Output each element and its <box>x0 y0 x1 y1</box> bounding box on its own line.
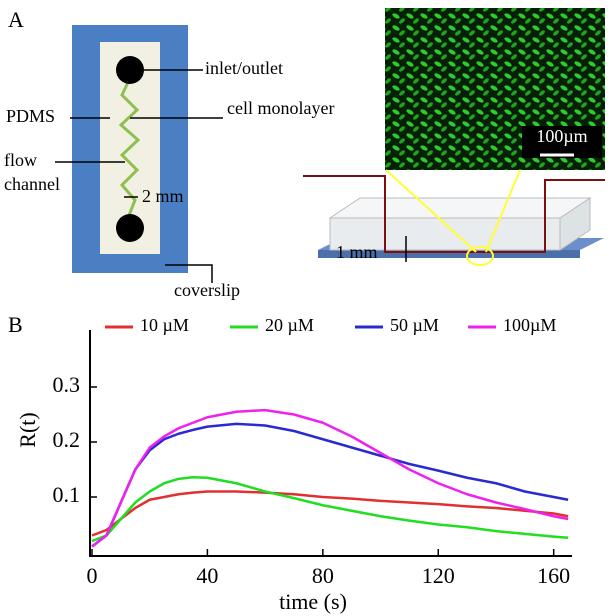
inlet <box>116 56 144 84</box>
y-tick-label: 0.2 <box>53 427 81 452</box>
label: coverslip <box>174 280 240 300</box>
label: 2 mm <box>142 186 184 206</box>
label: flow <box>4 150 37 170</box>
label: inlet/outlet <box>205 58 283 78</box>
zoom-line <box>385 169 477 253</box>
x-tick-label: 0 <box>87 563 98 588</box>
monolayer <box>118 77 141 219</box>
legend-label: 50 µM <box>390 315 439 335</box>
series-line <box>91 422 569 548</box>
series-line <box>91 408 569 548</box>
x-label: time (s) <box>279 589 347 614</box>
outlet <box>116 214 144 242</box>
y-tick-label: 0.3 <box>53 372 81 397</box>
x-tick-label: 160 <box>537 563 570 588</box>
legend-label: 100µM <box>503 315 556 335</box>
series-line <box>91 475 569 543</box>
legend-label: 20 µM <box>265 315 314 335</box>
panel-label: A <box>8 7 24 32</box>
y-tick-label: 0.1 <box>53 482 81 507</box>
x-tick-label: 40 <box>196 563 218 588</box>
leader <box>165 264 213 283</box>
panel-label: B <box>8 312 23 337</box>
scale-box <box>522 126 602 158</box>
label: PDMS <box>6 106 55 126</box>
zoom-spot <box>466 246 494 266</box>
label: cell monolayer <box>227 98 334 118</box>
x-tick-label: 120 <box>422 563 455 588</box>
scale-label: 100µm <box>536 126 587 146</box>
label: channel <box>4 174 60 194</box>
y-label: R(t) <box>15 412 40 447</box>
x-tick-label: 80 <box>312 563 334 588</box>
legend-label: 10 µM <box>140 315 189 335</box>
zoom-line <box>485 169 521 253</box>
box-side <box>559 197 591 251</box>
channel <box>303 175 605 253</box>
series-line <box>91 490 569 537</box>
box-top <box>328 197 592 219</box>
label: 1 mm <box>336 242 378 262</box>
